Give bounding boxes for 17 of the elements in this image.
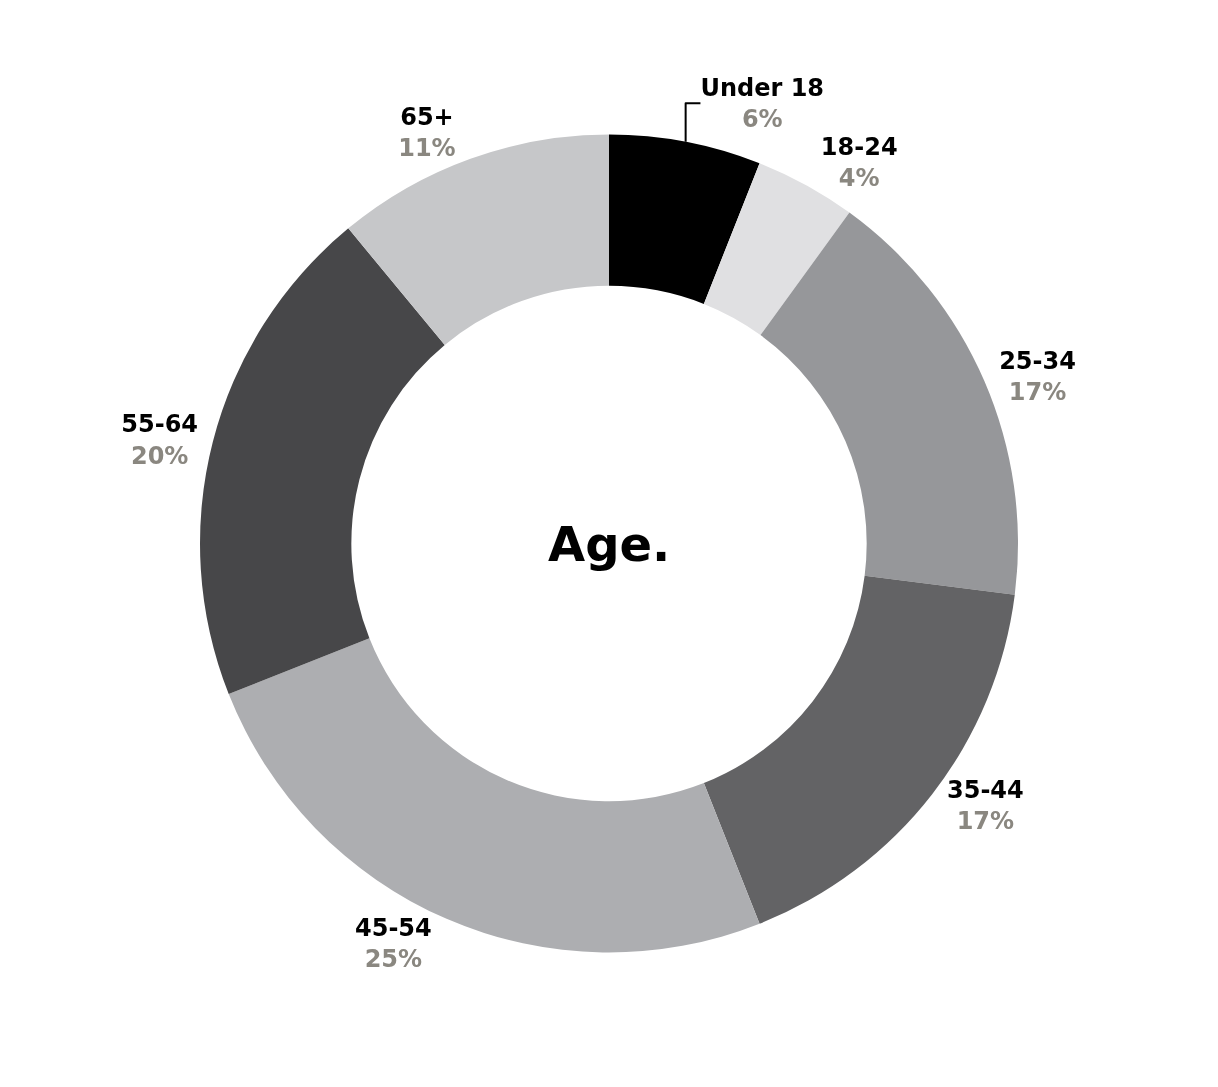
slice-label: 45-54 [355, 914, 432, 943]
data-label: 11% [398, 134, 456, 163]
data-label: 6% [741, 104, 783, 133]
slice-label: 35-44 [946, 775, 1024, 804]
text: Age. [548, 516, 671, 572]
data-label: 17% [1008, 378, 1067, 406]
slice-label: 18-24 [820, 132, 898, 161]
slice-label: Under 18 [700, 73, 825, 102]
data-label: 17% [956, 806, 1015, 835]
data-label: 20% [130, 441, 189, 470]
slice-label: 65+ [400, 102, 454, 131]
data-label: 4% [838, 163, 880, 192]
donut-slice [348, 134, 609, 345]
slice-label: 25-34 [999, 346, 1076, 375]
donut-slice [200, 228, 445, 695]
data-label: 25% [364, 945, 423, 974]
slice-label: 55-64 [121, 410, 199, 439]
